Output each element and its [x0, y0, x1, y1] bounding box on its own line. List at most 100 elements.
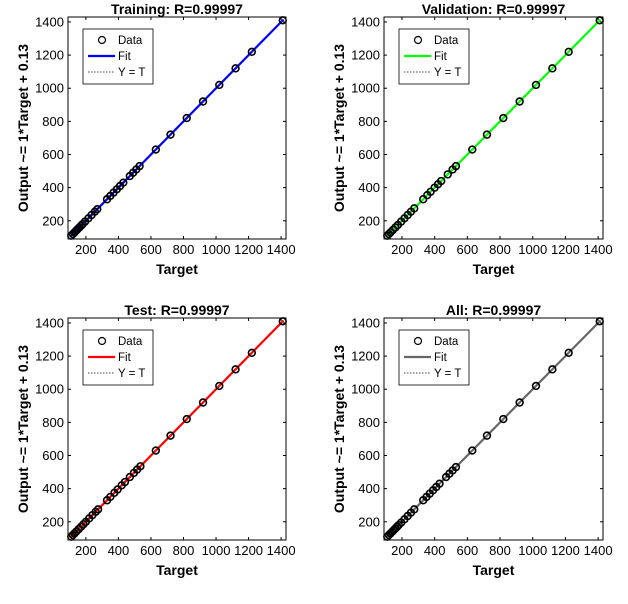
test-ytick-label: 1000	[35, 382, 64, 397]
validation-ytick-label: 200	[358, 213, 380, 228]
test-data-point	[76, 522, 86, 531]
validation-ytick-label: 400	[358, 180, 380, 195]
all-legend-fit-label: Fit	[434, 352, 448, 364]
validation-panel: 200 400 600 800 1000 1200 1400 200 400 600 800 1000…	[331, 1, 613, 277]
all-xtick-label: 800	[489, 543, 511, 558]
all-data-point	[410, 505, 419, 514]
all-xtick-label: 600	[456, 543, 478, 558]
training-fit-line	[69, 18, 285, 238]
training-data-point	[78, 219, 87, 229]
all-ytick-label: 800	[358, 415, 380, 430]
all-data-point	[499, 414, 508, 424]
validation-ytick-label: 1000	[351, 81, 380, 96]
training-data-point	[135, 161, 144, 171]
all-data-point	[435, 479, 444, 488]
training-xlabel: Target	[156, 261, 198, 277]
validation-xtick-label: 800	[489, 242, 511, 257]
training-xtick-label: 400	[108, 242, 130, 257]
training-data-point	[231, 64, 240, 73]
validation-data-point	[595, 16, 604, 25]
validation-data-point	[451, 161, 461, 171]
training-legend-data-marker	[97, 35, 107, 45]
all-data-point	[564, 348, 573, 357]
validation-legend-ref-label: Y = T	[434, 67, 461, 79]
validation-data-point	[388, 225, 398, 235]
training-data-point	[247, 47, 257, 56]
all-data-point	[468, 446, 477, 455]
test-data-point	[93, 505, 103, 514]
test-data-point	[215, 381, 224, 391]
validation-data-point	[515, 97, 524, 106]
validation-xtick-label: 1200	[551, 242, 580, 257]
training-ytick-label: 400	[42, 180, 64, 195]
validation-data-point	[443, 170, 452, 179]
test-xtick-label: 800	[173, 543, 195, 558]
training-data-point	[90, 207, 100, 216]
all-xtick-label: 1400	[584, 543, 613, 558]
validation-data-point	[437, 176, 446, 186]
validation-data-point	[410, 204, 419, 213]
all-data-point	[482, 431, 492, 440]
test-xtick-label: 200	[75, 543, 97, 558]
test-panel: 200 400 600 800 1000 1200 14002004006008001000…	[15, 302, 296, 578]
test-title: Test: R=0.99997	[124, 302, 229, 318]
all-data-point	[394, 520, 403, 530]
all-ytick-label: 1200	[351, 349, 380, 364]
test-legend: Data Fit Y = T	[82, 329, 154, 386]
test-legend-fit-label: Fit	[118, 352, 132, 364]
training-data-point	[198, 97, 208, 106]
training-ylabel: Output ~= 1*Target + 0.13	[15, 44, 31, 212]
test-xtick-label: 600	[140, 543, 162, 558]
test-data-point	[166, 431, 175, 440]
validation-data-point	[531, 80, 541, 90]
training-xtick-label: 1000	[202, 242, 231, 257]
all-data-point	[595, 317, 604, 326]
all-legend-data-label: Data	[434, 336, 459, 348]
test-xlabel: Target	[156, 562, 198, 578]
validation-title: Validation: R=0.99997	[422, 1, 566, 17]
validation-xtick-label: 1000	[518, 242, 547, 257]
all-ytick-label: 400	[358, 481, 380, 496]
training-data-point	[166, 130, 175, 139]
training-ytick-label: 1400	[35, 14, 64, 29]
validation-data-point	[391, 223, 400, 232]
test-data-point	[182, 414, 191, 424]
test-data-point	[120, 477, 130, 487]
test-ytick-label: 1400	[35, 315, 64, 330]
test-data-point	[231, 365, 240, 374]
test-fit-line	[69, 319, 285, 539]
test-data-point	[247, 348, 257, 357]
training-xtick-label: 1200	[234, 242, 263, 257]
validation-data-point	[468, 145, 477, 154]
test-ytick-label: 200	[42, 514, 64, 529]
training-panel: 200 400 600 800 1000 1200 14002004006008001000…	[15, 1, 296, 277]
validation-data-point	[499, 113, 508, 123]
validation-data-point	[386, 228, 395, 237]
training-legend-fit-label: Fit	[118, 51, 132, 63]
training-data-point	[278, 16, 287, 25]
all-ytick-label: 1400	[351, 315, 380, 330]
all-data-point	[548, 365, 557, 374]
all-data-point	[451, 462, 461, 472]
validation-xtick-label: 200	[391, 242, 413, 257]
validation-xtick-label: 600	[456, 242, 478, 257]
training-data-point	[215, 80, 224, 90]
test-data-point	[136, 462, 145, 471]
all-fit-line	[385, 319, 602, 539]
all-ytick-label: 1000	[351, 382, 380, 397]
validation-data-point	[564, 47, 573, 56]
test-data-point	[71, 527, 81, 536]
validation-legend-data-label: Data	[434, 35, 459, 47]
all-ylabel: Output ~= 1*Target + 0.13	[331, 345, 347, 513]
test-data-point	[278, 317, 287, 326]
test-xtick-label: 1400	[267, 543, 296, 558]
training-ytick-label: 600	[42, 147, 64, 162]
validation-ytick-label: 600	[358, 147, 380, 162]
test-legend-data-marker	[97, 336, 107, 346]
training-xtick-label: 600	[140, 242, 162, 257]
all-title: All: R=0.99997	[446, 302, 542, 318]
test-ytick-label: 600	[42, 448, 64, 463]
all-xtick-label: 400	[424, 543, 446, 558]
all-xtick-label: 200	[391, 543, 413, 558]
